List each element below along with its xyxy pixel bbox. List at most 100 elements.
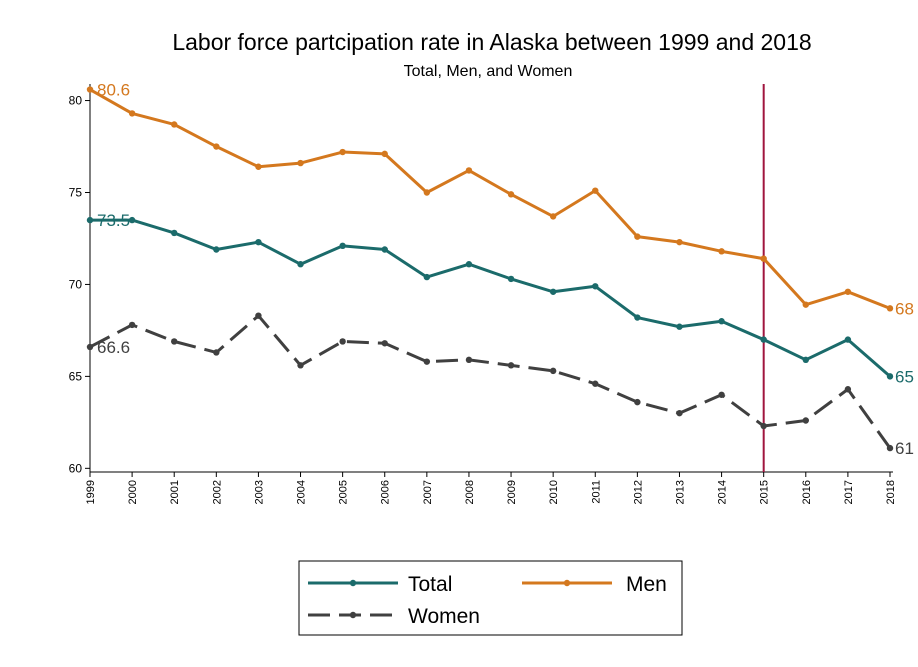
data-point (86, 216, 94, 224)
data-point (465, 167, 473, 174)
data-point (802, 356, 809, 364)
data-point (760, 255, 767, 262)
start-value-label: 80.6 (97, 81, 130, 100)
data-point (507, 275, 515, 283)
x-tick-label: 2010 (548, 480, 560, 504)
data-point (802, 417, 809, 424)
y-tick-label: 60 (69, 461, 83, 475)
data-point (802, 301, 809, 308)
data-point (86, 343, 94, 351)
data-point (886, 373, 894, 380)
data-point (676, 323, 683, 330)
chart-title: Labor force partcipation rate in Alaska … (172, 29, 811, 55)
x-tick-label: 2013 (674, 480, 686, 504)
axes (89, 84, 893, 473)
data-point (255, 163, 262, 170)
data-point (171, 121, 178, 128)
tick-labels: 60 65 70 75 80 1999 2000 2001 2002 2003 2004 2005 20… (69, 94, 897, 505)
series-line-men (89, 88, 891, 310)
data-point (844, 336, 852, 343)
x-tick-label: 2011 (590, 480, 602, 504)
series-total (86, 216, 894, 380)
data-point (255, 312, 262, 319)
x-tick-label: 2012 (632, 480, 644, 504)
x-tick-label: 2004 (296, 480, 308, 504)
data-point (760, 336, 767, 343)
data-point (381, 246, 388, 253)
x-tick-label: 2016 (801, 480, 813, 504)
data-point (423, 358, 431, 365)
legend-item-men: Men (522, 573, 667, 596)
data-point (86, 86, 94, 93)
x-tick-label: 2009 (506, 480, 518, 504)
chart-subtitle: Total, Men, and Women (404, 63, 573, 80)
data-point (718, 318, 725, 325)
data-point (592, 283, 599, 290)
data-point (128, 216, 136, 224)
legend-box (298, 560, 683, 636)
data-point (507, 191, 515, 198)
data-point (213, 143, 220, 150)
x-tick-label: 2006 (380, 480, 392, 504)
series-women (86, 312, 894, 452)
legend-label: Women (408, 605, 480, 628)
x-tick-label: 2003 (253, 480, 265, 504)
data-point (844, 288, 852, 295)
data-point (128, 110, 136, 117)
end-value-label: 65 (895, 367, 914, 386)
data-point (297, 362, 304, 369)
x-tick-label: 2001 (169, 480, 181, 504)
legend: Total Men Women (298, 560, 683, 636)
data-point (549, 288, 557, 295)
data-point (171, 338, 178, 345)
end-value-label: 68 (895, 299, 914, 318)
y-tick-label: 75 (69, 185, 83, 199)
x-tick-label: 2000 (127, 480, 139, 504)
series-layer (86, 86, 894, 452)
end-value-label: 61 (895, 439, 914, 458)
start-value-label: 73.5 (97, 211, 130, 230)
data-point (634, 314, 641, 321)
data-point (213, 349, 220, 356)
x-tick-label: 2008 (464, 480, 476, 504)
data-point (634, 398, 641, 406)
x-tick-label: 2015 (759, 480, 771, 504)
x-tick-label: 2018 (885, 480, 897, 504)
data-point (592, 380, 599, 387)
data-point (844, 386, 852, 393)
x-tick-label: 2007 (422, 480, 434, 504)
data-point (465, 356, 473, 364)
data-point (171, 229, 178, 237)
x-tick-label: 2005 (338, 480, 350, 504)
x-tick-label: 2017 (843, 480, 855, 504)
legend-marker (349, 579, 357, 587)
data-point (718, 248, 725, 255)
data-point (255, 238, 262, 246)
data-point (128, 321, 136, 329)
start-value-label: 66.6 (97, 338, 130, 357)
legend-marker (349, 611, 357, 619)
series-line-women (89, 314, 892, 449)
data-point (381, 150, 388, 158)
legend-item-total: Total (308, 573, 452, 596)
data-labels-layer: 73.5 65 80.6 68 66.6 61 (97, 81, 914, 459)
x-tick-label: 2014 (717, 480, 729, 504)
data-point (718, 391, 725, 398)
data-point (339, 242, 346, 250)
data-point (423, 273, 431, 281)
legend-marker (563, 579, 571, 587)
legend-label: Men (626, 573, 667, 596)
data-point (507, 362, 515, 369)
data-point (634, 233, 641, 240)
series-men (86, 86, 894, 312)
x-tick-label: 2002 (211, 480, 223, 504)
series-line-total (90, 218, 891, 378)
legend-label: Total (408, 573, 452, 596)
data-point (592, 187, 599, 194)
data-point (423, 189, 431, 196)
y-tick-label: 80 (69, 94, 83, 108)
x-tick-label: 1999 (85, 480, 97, 504)
data-point (213, 246, 220, 253)
y-tick-label: 70 (69, 277, 83, 291)
